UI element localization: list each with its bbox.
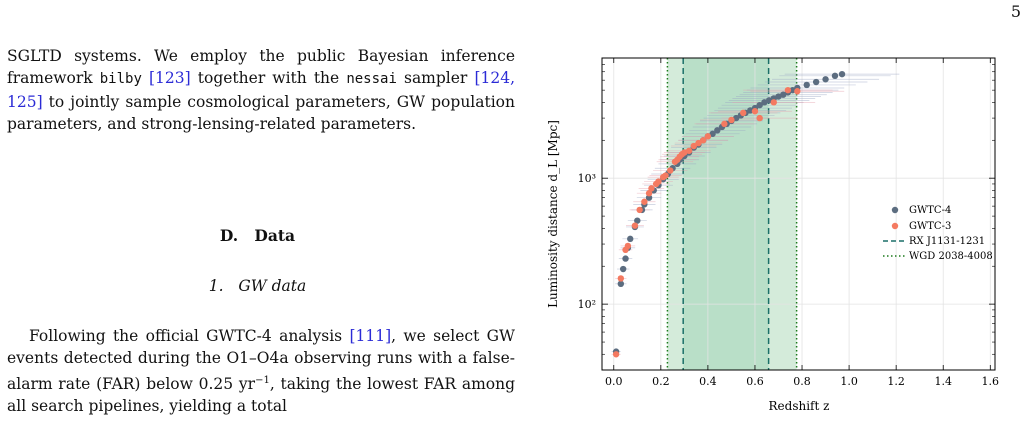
code-nessai: nessai	[346, 71, 397, 88]
x-tick-label: 1.4	[934, 375, 952, 388]
legend-marker-gwtc4	[891, 206, 899, 214]
shaded-region-1	[683, 58, 769, 370]
paragraph-text: to jointly sample cosmological parameter…	[7, 92, 515, 133]
paragraph-text: sampler	[403, 69, 475, 88]
point-gwtc3	[641, 198, 648, 205]
point-gwtc3	[685, 147, 693, 154]
legend-label-gwtc4: GWTC-4	[909, 205, 951, 216]
point-gwtc4	[622, 255, 629, 262]
x-tick-label: 1.2	[887, 375, 905, 388]
y-tick-label: 10³	[578, 172, 596, 185]
point-gwtc3	[645, 190, 653, 197]
x-axis-label: Redshift z	[769, 399, 830, 413]
point-gwtc3	[721, 120, 728, 128]
point-gwtc3	[617, 275, 625, 282]
point-gwtc4	[831, 72, 839, 80]
point-gwtc4	[709, 130, 716, 138]
paragraph-text: , we select GW events detected during th…	[7, 327, 515, 393]
point-gwtc4	[756, 101, 763, 109]
x-tick-label: 0.2	[652, 375, 670, 388]
point-gwtc4	[619, 265, 627, 273]
exponent: −1	[255, 374, 270, 386]
point-gwtc3	[784, 86, 792, 94]
point-gwtc3	[794, 88, 801, 95]
legend-label-gwtc3: GWTC-3	[909, 221, 951, 232]
y-tick-label: 10²	[578, 298, 596, 311]
citation-link[interactable]: [123]	[149, 69, 191, 88]
paragraph-methods: SGLTD systems. We employ the public Baye…	[7, 45, 515, 135]
point-gwtc3	[690, 142, 697, 150]
figure-distance-redshift: 0.0 0.2 0.4 0.6 0.8 1.0 1.2 1.4 1.6 10² 10³ Redshi…	[535, 38, 1029, 422]
legend-label-wgd2038: WGD 2038-4008	[909, 251, 993, 262]
point-gwtc4	[714, 127, 721, 134]
point-gwtc3	[728, 116, 735, 124]
section-heading: D. Data	[0, 226, 515, 245]
point-gwtc3	[662, 172, 669, 179]
plot-frame	[601, 57, 996, 371]
y-axis-label: Luminosity distance d_L [Mpc]	[546, 120, 560, 308]
page-number: 5	[1010, 2, 1021, 21]
axis-ticks: 0.0 0.2 0.4 0.6 0.8 1.0 1.2 1.4 1.6 10² 10³	[578, 57, 1000, 388]
shaded-regions	[667, 58, 797, 370]
point-gwtc3	[631, 222, 639, 229]
x-tick-label: 0.6	[746, 375, 764, 388]
point-gwtc3	[770, 99, 777, 106]
point-gwtc3	[667, 167, 674, 174]
legend-label-rxj1131: RX J1131-1231	[909, 236, 985, 247]
point-gwtc4	[634, 217, 641, 224]
paragraph-text: Following the official GWTC-4 analysis	[29, 327, 350, 345]
legend-marker-gwtc3	[891, 222, 899, 230]
x-tick-label: 1.0	[840, 375, 858, 388]
point-gwtc3	[655, 178, 662, 185]
paragraph-text: together with the	[190, 69, 347, 88]
x-tick-label: 1.6	[982, 375, 1000, 388]
point-gwtc3	[739, 109, 747, 117]
point-gwtc3	[756, 114, 763, 122]
point-gwtc3	[751, 108, 759, 115]
point-gwtc4	[617, 280, 625, 288]
legend: GWTC-4 GWTC-3 RX J1131-1231 WGD 2038-400…	[883, 205, 993, 262]
point-gwtc4	[838, 70, 846, 78]
paragraph-text: , taking the lowest FAR among all search…	[7, 374, 515, 416]
point-gwtc4	[645, 194, 653, 201]
vertical-lines	[666, 58, 798, 370]
scatter-chart: 0.0 0.2 0.4 0.6 0.8 1.0 1.2 1.4 1.6 10² 10³ Redshi…	[546, 57, 1000, 413]
point-gwtc4	[812, 78, 820, 86]
x-tick-label: 0.8	[793, 375, 811, 388]
x-tick-label: 0.4	[699, 375, 717, 388]
point-gwtc3	[704, 133, 712, 140]
subsection-title: GW data	[238, 277, 307, 295]
grid-lines	[602, 58, 995, 370]
point-gwtc3	[612, 351, 620, 358]
citation-link[interactable]: [111]	[349, 327, 392, 345]
point-gwtc3	[624, 242, 632, 250]
point-gwtc3	[695, 139, 702, 147]
point-gwtc3	[636, 206, 643, 214]
point-gwtc3	[648, 185, 655, 192]
section-title: Data	[254, 226, 296, 245]
point-gwtc4	[803, 81, 810, 89]
subsection-heading: 1. GW data	[0, 277, 515, 295]
subsection-number: 1.	[208, 277, 224, 295]
point-gwtc3	[699, 137, 707, 144]
left-text-column: SGLTD systems. We employ the public Baye…	[0, 45, 515, 417]
citation-link[interactable]: [124, 125]	[7, 69, 515, 111]
data-points	[612, 70, 846, 358]
paragraph-text: SGLTD systems. We employ the public Baye…	[7, 47, 515, 88]
point-gwtc4	[822, 76, 829, 83]
x-tick-label: 0.0	[605, 375, 623, 388]
paragraph-gw-data: Following the official GWTC-4 analysis […	[7, 325, 515, 417]
section-number: D.	[219, 226, 239, 245]
code-bilby: bilby	[99, 71, 142, 88]
point-gwtc4	[627, 235, 634, 243]
